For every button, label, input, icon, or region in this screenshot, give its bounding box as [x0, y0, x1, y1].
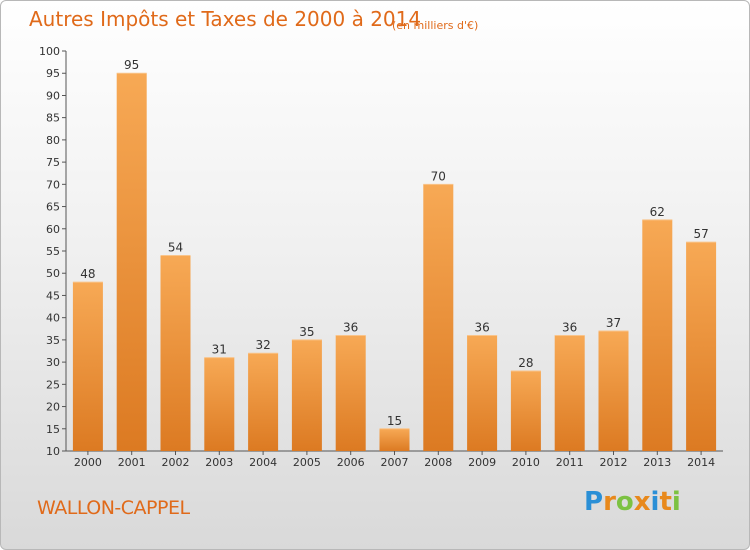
bar-2012 [598, 331, 629, 451]
logo-letter: i [650, 487, 660, 517]
x-tick-label: 2003 [205, 456, 233, 469]
y-tick-label: 95 [46, 67, 60, 80]
y-tick-label: 40 [46, 312, 60, 325]
logo-letter: o [615, 487, 634, 517]
x-tick-label: 2009 [468, 456, 496, 469]
bar-2009 [467, 335, 498, 451]
y-tick-label: 90 [46, 89, 60, 102]
data-label-2006: 36 [343, 320, 358, 334]
y-tick-label: 30 [46, 356, 60, 369]
x-tick-label: 2007 [381, 456, 409, 469]
y-tick-label: 60 [46, 223, 60, 236]
y-tick-label: 50 [46, 267, 60, 280]
bar-2008 [423, 184, 454, 452]
data-label-2007: 15 [387, 414, 402, 428]
x-tick-label: 2014 [687, 456, 715, 469]
logo-letter: r [603, 487, 616, 517]
bar-2013 [642, 219, 673, 451]
y-tick-label: 25 [46, 378, 60, 391]
y-tick-label: 100 [39, 45, 60, 58]
bar-2014 [686, 242, 717, 451]
x-tick-label: 2000 [74, 456, 102, 469]
data-label-2010: 28 [518, 356, 533, 370]
x-tick-label: 2001 [118, 456, 146, 469]
data-label-2000: 48 [80, 267, 95, 281]
logo-letter: P [584, 487, 604, 517]
bar-2011 [554, 335, 585, 451]
bar-2010 [510, 371, 541, 451]
y-tick-label: 65 [46, 201, 60, 214]
data-label-2005: 35 [299, 325, 314, 339]
bar-2001 [116, 73, 147, 451]
logo-letter: x [633, 487, 651, 517]
bar-2005 [291, 339, 322, 451]
x-tick-label: 2005 [293, 456, 321, 469]
y-tick-label: 70 [46, 178, 60, 191]
x-tick-label: 2006 [337, 456, 365, 469]
bar-2004 [248, 353, 279, 451]
x-tick-label: 2013 [643, 456, 671, 469]
data-label-2004: 32 [255, 338, 270, 352]
x-tick-label: 2008 [424, 456, 452, 469]
y-tick-label: 75 [46, 156, 60, 169]
y-tick-label: 80 [46, 134, 60, 147]
y-tick-label: 85 [46, 112, 60, 125]
data-label-2009: 36 [474, 320, 489, 334]
bar-2000 [72, 282, 103, 451]
y-tick-label: 20 [46, 401, 60, 414]
y-tick-label: 35 [46, 334, 60, 347]
data-label-2001: 95 [124, 58, 139, 72]
logo-letter: i [671, 487, 681, 517]
bar-2002 [160, 255, 191, 451]
logo-letter: t [659, 487, 672, 517]
x-tick-label: 2004 [249, 456, 277, 469]
bar-2003 [204, 357, 235, 451]
x-tick-label: 2010 [512, 456, 540, 469]
data-label-2008: 70 [431, 169, 446, 183]
x-tick-label: 2012 [600, 456, 628, 469]
data-label-2012: 37 [606, 316, 621, 330]
data-label-2014: 57 [693, 227, 708, 241]
data-label-2013: 62 [650, 205, 665, 219]
data-label-2011: 36 [562, 320, 577, 334]
data-label-2002: 54 [168, 240, 183, 254]
y-tick-label: 45 [46, 289, 60, 302]
proxiti-logo[interactable]: Proxiti [584, 487, 681, 517]
x-tick-label: 2011 [556, 456, 584, 469]
y-tick-label: 55 [46, 245, 60, 258]
y-tick-label: 10 [46, 445, 60, 458]
chart-title: Autres Impôts et Taxes de 2000 à 2014 [29, 7, 422, 31]
commune-name: WALLON-CAPPEL [37, 497, 190, 519]
bar-2006 [335, 335, 366, 451]
x-tick-label: 2002 [162, 456, 190, 469]
bar-2007 [379, 428, 410, 451]
y-tick-label: 15 [46, 423, 60, 436]
chart-subtitle: (en milliers d'€) [392, 19, 479, 32]
data-label-2003: 31 [212, 343, 227, 357]
